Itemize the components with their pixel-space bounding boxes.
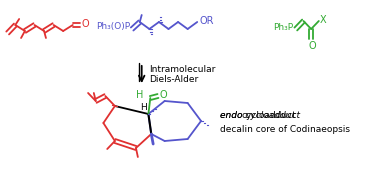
Text: OR: OR <box>199 16 214 26</box>
Text: H: H <box>140 104 147 113</box>
Text: O: O <box>308 41 316 51</box>
Text: endo: endo <box>220 111 245 121</box>
Text: O: O <box>81 19 89 29</box>
Text: Ph₃(O)P: Ph₃(O)P <box>96 22 130 31</box>
Text: Diels-Alder: Diels-Alder <box>149 75 199 84</box>
Text: cycloadduct: cycloadduct <box>241 111 296 121</box>
Text: Ph₃P: Ph₃P <box>273 22 293 31</box>
Text: decalin core of Codinaeopsis: decalin core of Codinaeopsis <box>220 125 350 134</box>
Text: O: O <box>160 90 167 100</box>
Text: Intramolecular: Intramolecular <box>149 65 216 74</box>
Text: X: X <box>320 15 326 25</box>
Text: H: H <box>136 90 144 100</box>
Text: endo cycloadduct: endo cycloadduct <box>220 111 300 121</box>
